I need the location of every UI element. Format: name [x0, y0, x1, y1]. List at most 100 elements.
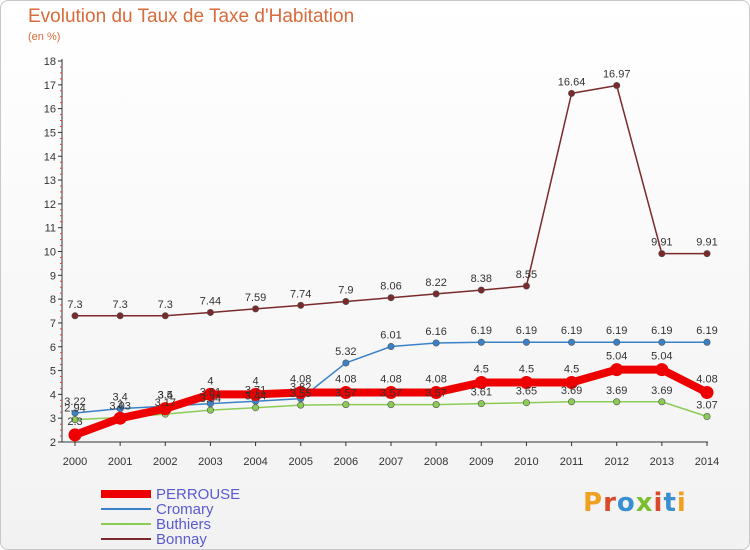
data-point-buthiers	[71, 416, 79, 424]
data-label-bonnay: 8.22	[425, 277, 446, 289]
data-point-bonnay	[387, 294, 395, 302]
data-point-perrouse	[429, 385, 443, 399]
y-tick-label: 13	[44, 175, 56, 187]
data-point-cromary	[658, 338, 666, 346]
x-tick-label: 2011	[560, 456, 584, 468]
data-label-bonnay: 8.06	[380, 281, 401, 293]
legend-label-perrouse: PERROUSE	[156, 486, 240, 503]
data-label-bonnay: 7.9	[338, 285, 353, 297]
data-label-perrouse: 5.04	[651, 351, 672, 363]
data-label-buthiers: 3.61	[471, 387, 492, 399]
data-label-bonnay: 16.64	[558, 76, 586, 88]
logo-letter: r	[603, 488, 617, 518]
y-tick-label: 4	[50, 389, 56, 401]
logo-letter: o	[616, 488, 636, 518]
data-label-perrouse: 5.04	[606, 351, 627, 363]
data-label-perrouse: 4.08	[335, 373, 356, 385]
data-label-cromary: 5.32	[335, 346, 356, 358]
data-point-buthiers	[477, 400, 485, 408]
data-label-cromary: 3.82	[290, 382, 311, 394]
chart-title: Evolution du Taux de Taxe d'Habitation	[28, 6, 355, 27]
data-point-buthiers	[252, 404, 260, 412]
y-tick-label: 5	[50, 366, 56, 378]
data-point-cromary	[703, 338, 711, 346]
y-tick-label: 8	[50, 294, 56, 306]
data-point-perrouse	[68, 428, 82, 442]
data-label-perrouse: 4.08	[696, 373, 717, 385]
data-label-buthiers: 3.03	[109, 400, 130, 412]
data-point-buthiers	[297, 401, 305, 409]
data-labels-layer: 7.3 7.3 7.3 7.44 7.59 7.74 7.9 8.06 8.22 8.38 8.55…	[64, 69, 717, 428]
y-tick-label: 14	[44, 151, 56, 163]
data-label-cromary: 3.5	[158, 389, 173, 401]
y-tick-label: 11	[45, 223, 56, 235]
data-point-bonnay	[568, 89, 576, 97]
data-point-perrouse	[655, 363, 669, 377]
data-point-cromary	[613, 338, 621, 346]
data-label-perrouse: 4.08	[380, 373, 401, 385]
data-point-perrouse	[384, 385, 398, 399]
data-label-perrouse: 4.5	[519, 363, 534, 375]
proxiti-logo: Proxiti	[583, 488, 687, 518]
x-tick-label: 2004	[243, 456, 267, 468]
data-point-buthiers	[342, 401, 350, 409]
data-point-perrouse	[610, 363, 624, 377]
data-label-bonnay: 7.44	[200, 295, 221, 307]
data-label-cromary: 6.19	[651, 325, 672, 337]
series-layer	[68, 82, 714, 442]
legend-label-buthiers: Buthiers	[156, 516, 211, 533]
data-label-cromary: 6.19	[696, 325, 717, 337]
x-tick-label: 2001	[108, 456, 132, 468]
data-label-buthiers: 3.44	[245, 391, 266, 403]
logo-letter: P	[583, 488, 604, 518]
data-label-buthiers: 3.69	[606, 385, 627, 397]
y-tick-label: 3	[50, 413, 56, 425]
data-label-bonnay: 7.3	[158, 299, 173, 311]
data-label-buthiers: 3.65	[516, 386, 537, 398]
y-tick-label: 6	[50, 342, 56, 354]
legend-label-cromary: Cromary	[156, 501, 214, 518]
data-label-bonnay: 7.3	[67, 299, 82, 311]
data-point-buthiers	[568, 398, 576, 406]
data-label-cromary: 6.19	[561, 325, 582, 337]
data-point-bonnay	[161, 312, 169, 320]
data-label-bonnay: 16.97	[603, 69, 631, 81]
data-point-perrouse	[158, 402, 172, 416]
data-point-cromary	[522, 338, 530, 346]
x-tick-label: 2005	[288, 456, 312, 468]
data-label-bonnay: 7.74	[290, 288, 311, 300]
x-tick-label: 2008	[424, 456, 448, 468]
data-label-buthiers: 3.07	[696, 400, 717, 412]
data-label-cromary: 6.16	[425, 326, 446, 338]
x-tick-label: 2013	[650, 456, 674, 468]
legend-label-bonnay: Bonnay	[156, 531, 207, 548]
data-point-perrouse	[339, 385, 353, 399]
y-tick-label: 12	[44, 199, 56, 211]
data-label-perrouse: 4	[253, 375, 259, 387]
x-tick-label: 2003	[198, 456, 222, 468]
data-label-cromary: 6.19	[471, 325, 492, 337]
data-point-bonnay	[297, 301, 305, 309]
data-point-perrouse	[113, 411, 127, 425]
data-point-cromary	[342, 359, 350, 367]
data-label-bonnay: 9.91	[651, 237, 672, 249]
data-point-perrouse	[203, 387, 217, 401]
data-point-bonnay	[252, 305, 260, 313]
logo-letter: i	[653, 488, 664, 518]
data-label-buthiers: 3.57	[380, 388, 401, 400]
x-tick-label: 2012	[604, 456, 628, 468]
data-label-bonnay: 7.3	[112, 299, 127, 311]
chart-subtitle: (en %)	[28, 31, 61, 43]
data-point-perrouse	[474, 375, 488, 389]
data-point-bonnay	[116, 312, 124, 320]
logo-letter: i	[676, 488, 687, 518]
data-label-perrouse: 4.08	[290, 373, 311, 385]
data-point-cromary	[477, 338, 485, 346]
data-label-buthiers: 3.57	[425, 388, 446, 400]
x-tick-label: 2007	[379, 456, 403, 468]
data-label-cromary: 3.61	[200, 387, 221, 399]
data-point-bonnay	[206, 308, 214, 316]
y-tick-label: 10	[44, 247, 56, 259]
